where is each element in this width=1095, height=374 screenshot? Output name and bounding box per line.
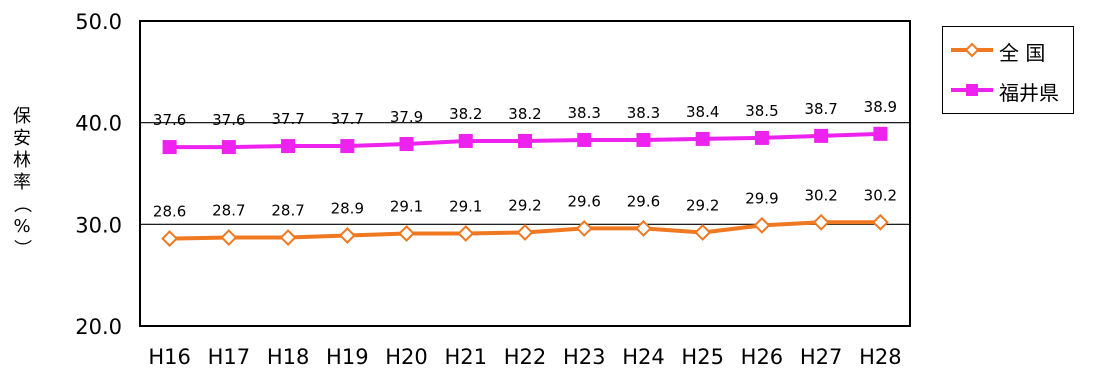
data-point bbox=[399, 137, 414, 152]
data-point bbox=[577, 132, 592, 147]
data-label: 29.9 bbox=[745, 189, 778, 207]
x-axis-ticks: H16 H17 H18 H19 H20 H21 H22 H23 H24 H25 H26 H27 H28 bbox=[148, 345, 901, 369]
legend-label-national: 全 国 bbox=[999, 41, 1046, 65]
y-axis-ticks: 20.0 30.0 40.0 50.0 bbox=[75, 10, 122, 339]
data-point bbox=[516, 224, 534, 241]
data-label: 28.7 bbox=[271, 202, 304, 220]
data-label: 37.9 bbox=[390, 108, 423, 126]
data-label: 37.6 bbox=[212, 111, 245, 129]
y-tick-label: 20.0 bbox=[75, 315, 122, 339]
legend-swatch-fukui bbox=[951, 84, 993, 96]
data-point bbox=[162, 140, 177, 155]
x-tick-label: H27 bbox=[800, 345, 843, 369]
data-label: 38.2 bbox=[508, 105, 541, 123]
data-label: 38.3 bbox=[627, 104, 660, 122]
data-label: 29.1 bbox=[390, 197, 423, 215]
x-tick-label: H16 bbox=[148, 345, 191, 369]
data-label: 29.2 bbox=[686, 196, 719, 214]
x-tick-label: H22 bbox=[504, 345, 547, 369]
data-point bbox=[279, 229, 297, 246]
data-label: 29.6 bbox=[627, 192, 660, 210]
legend-label-fukui: 福井県 bbox=[999, 81, 1059, 105]
data-point bbox=[873, 126, 888, 141]
data-point bbox=[871, 213, 889, 231]
y-axis-label-char: 安 bbox=[13, 128, 31, 149]
data-labels: 28.6 28.7 28.7 28.9 29.1 29.1 29.2 29.6 29.6 29.2… bbox=[153, 98, 897, 221]
data-label: 28.7 bbox=[212, 202, 245, 220]
y-axis-label-char: ） bbox=[11, 239, 32, 257]
data-point bbox=[457, 225, 475, 242]
data-label: 38.7 bbox=[804, 100, 837, 118]
data-point bbox=[220, 229, 238, 246]
data-label: 30.2 bbox=[804, 186, 837, 204]
data-label: 30.2 bbox=[864, 186, 897, 204]
data-label: 29.1 bbox=[449, 197, 482, 215]
y-axis-label-char: 率 bbox=[13, 172, 31, 193]
x-tick-label: H28 bbox=[859, 345, 902, 369]
data-point bbox=[695, 131, 710, 146]
y-tick-label: 40.0 bbox=[75, 112, 122, 136]
y-tick-label: 30.0 bbox=[75, 213, 122, 237]
x-tick-label: H17 bbox=[208, 345, 251, 369]
data-point bbox=[398, 225, 415, 242]
y-tick-label: 50.0 bbox=[75, 10, 122, 34]
data-label: 38.9 bbox=[864, 98, 897, 116]
x-tick-label: H18 bbox=[267, 345, 310, 369]
data-label: 29.2 bbox=[508, 196, 541, 214]
legend-swatch-national bbox=[951, 42, 993, 58]
data-label: 37.7 bbox=[331, 110, 364, 128]
data-point bbox=[338, 227, 356, 244]
legend-item-fukui: 福井県 bbox=[949, 75, 1071, 105]
data-point bbox=[636, 132, 651, 147]
data-point bbox=[754, 130, 769, 145]
data-label: 37.6 bbox=[153, 111, 186, 129]
data-label: 28.6 bbox=[153, 203, 186, 221]
x-tick-label: H19 bbox=[326, 345, 369, 369]
data-label: 29.6 bbox=[568, 192, 601, 210]
y-axis-label-char: % bbox=[13, 216, 30, 237]
data-point bbox=[812, 213, 830, 231]
data-label: 38.5 bbox=[745, 102, 778, 120]
y-axis-label-char: （ bbox=[11, 195, 32, 213]
data-point bbox=[518, 133, 532, 148]
data-label: 38.2 bbox=[449, 105, 482, 123]
legend-item-national: 全 国 bbox=[949, 35, 1071, 65]
data-label: 38.4 bbox=[686, 103, 719, 121]
data-point bbox=[281, 139, 296, 154]
data-point bbox=[694, 224, 712, 241]
data-point bbox=[340, 139, 355, 154]
data-point bbox=[753, 216, 771, 234]
plot-area-frame bbox=[139, 20, 911, 327]
data-point bbox=[814, 128, 829, 143]
x-tick-label: H26 bbox=[741, 345, 784, 369]
data-point bbox=[635, 219, 652, 237]
x-tick-label: H20 bbox=[385, 345, 428, 369]
series-layer bbox=[161, 126, 889, 247]
legend: 全 国 福井県 bbox=[942, 26, 1074, 114]
data-label: 38.3 bbox=[568, 104, 601, 122]
data-point bbox=[161, 230, 179, 247]
data-label: 37.7 bbox=[271, 110, 304, 128]
data-label: 28.9 bbox=[331, 200, 364, 218]
y-axis-label-char: 林 bbox=[13, 150, 31, 171]
data-point bbox=[221, 140, 236, 155]
y-axis-label-char: 保 bbox=[13, 106, 31, 127]
x-tick-label: H24 bbox=[622, 345, 665, 369]
x-tick-label: H23 bbox=[563, 345, 606, 369]
x-tick-label: H25 bbox=[681, 345, 724, 369]
data-point bbox=[575, 219, 593, 237]
data-point bbox=[458, 133, 473, 148]
x-tick-label: H21 bbox=[445, 345, 488, 369]
